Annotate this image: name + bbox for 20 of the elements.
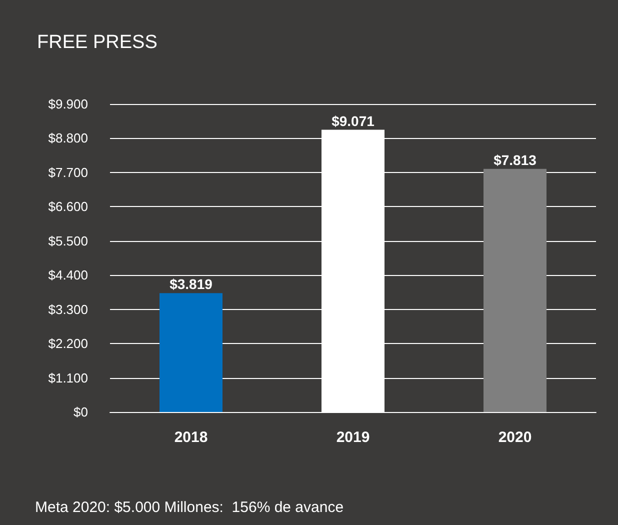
x-tick-label: 2019 xyxy=(336,429,370,446)
y-tick-label: $0 xyxy=(74,404,88,420)
y-tick-label: $6.600 xyxy=(48,199,88,214)
y-tick-label: $4.400 xyxy=(48,268,88,283)
bar xyxy=(160,293,222,412)
x-tick-label: 2018 xyxy=(174,429,208,446)
data-label: $3.819 xyxy=(170,276,213,292)
data-label: $9.071 xyxy=(332,112,375,129)
y-tick-label: $3.300 xyxy=(48,302,88,317)
y-tick-label: $1.100 xyxy=(48,370,88,386)
data-label: $7.813 xyxy=(494,152,537,168)
y-tick-label: $2.200 xyxy=(48,336,88,352)
x-tick-label: 2020 xyxy=(498,429,532,446)
y-tick-label: $7.700 xyxy=(48,164,88,180)
y-tick-label: $8.800 xyxy=(48,130,88,146)
y-tick-label: $9.900 xyxy=(48,96,88,112)
chart-title: FREE PRESS xyxy=(37,32,158,53)
text: Meta 2020: $5.000 Millones: 156% de avance xyxy=(35,499,344,516)
y-tick-label: $5.500 xyxy=(48,233,88,248)
bar xyxy=(484,168,546,412)
